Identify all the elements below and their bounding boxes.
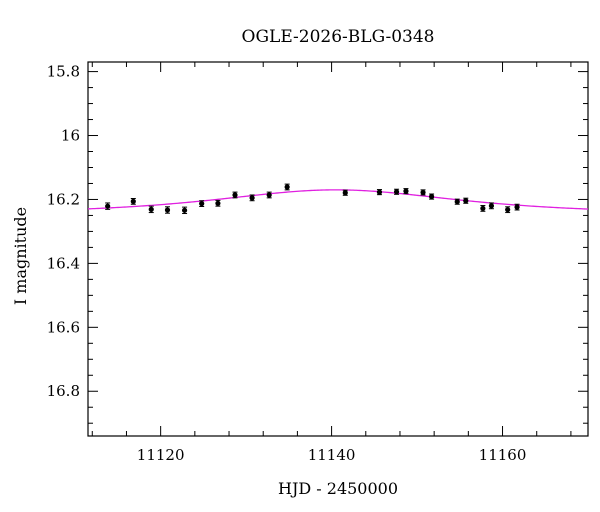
data-marker xyxy=(284,184,290,190)
data-point xyxy=(488,202,495,210)
data-marker xyxy=(232,192,238,198)
y-tick-label: 16.4 xyxy=(47,254,80,272)
data-marker xyxy=(266,192,272,198)
tick-labels: 11120 11140 11160 15.8 16 16.2 16.4 16.6 16.8 xyxy=(47,63,527,464)
data-points xyxy=(105,183,520,215)
data-marker xyxy=(199,201,205,207)
data-marker xyxy=(463,198,469,204)
data-point xyxy=(505,206,511,214)
data-point xyxy=(480,205,486,212)
data-marker xyxy=(428,193,435,200)
data-point xyxy=(266,191,272,199)
data-marker xyxy=(454,199,460,205)
data-point xyxy=(428,193,435,200)
x-tick-label: 11160 xyxy=(479,446,527,464)
data-marker xyxy=(505,207,511,213)
data-point xyxy=(215,199,221,207)
x-tick-label: 11140 xyxy=(308,446,356,464)
data-point xyxy=(148,205,154,214)
data-point xyxy=(164,206,171,214)
data-marker xyxy=(488,203,495,209)
data-point xyxy=(181,206,188,215)
y-tick-label: 16 xyxy=(61,127,80,145)
data-marker xyxy=(164,207,171,213)
data-marker xyxy=(420,189,426,196)
data-point xyxy=(105,202,111,210)
data-point xyxy=(454,198,460,205)
y-tick-label: 15.8 xyxy=(47,63,80,81)
data-point xyxy=(514,203,520,211)
chart-title: OGLE-2026-BLG-0348 xyxy=(242,27,435,47)
plot-frame xyxy=(87,61,589,437)
data-point xyxy=(376,189,383,196)
data-marker xyxy=(249,195,255,201)
data-point xyxy=(463,197,469,204)
y-tick-label: 16.8 xyxy=(47,382,80,400)
y-tick-label: 16.2 xyxy=(47,190,80,208)
data-marker xyxy=(393,189,400,195)
data-marker xyxy=(342,190,348,196)
data-point xyxy=(232,191,238,199)
data-point xyxy=(199,200,205,207)
axis-ticks xyxy=(88,62,588,436)
y-tick-label: 16.6 xyxy=(47,318,80,336)
y-axis-label: I magnitude xyxy=(11,207,30,305)
data-marker xyxy=(403,188,409,194)
x-tick-label: 11120 xyxy=(137,446,185,464)
data-point xyxy=(284,183,290,191)
data-point xyxy=(249,194,255,202)
data-marker xyxy=(130,198,136,204)
model-curve xyxy=(87,189,589,210)
data-marker xyxy=(376,189,383,195)
data-marker xyxy=(148,206,154,212)
data-point xyxy=(130,197,136,205)
data-point xyxy=(420,189,426,196)
data-point xyxy=(403,188,409,195)
x-axis-label: HJD - 2450000 xyxy=(278,479,398,498)
data-marker xyxy=(215,200,221,206)
data-point xyxy=(342,189,348,196)
data-point xyxy=(393,188,400,195)
data-marker xyxy=(181,207,188,213)
data-marker xyxy=(105,203,111,209)
data-marker xyxy=(514,204,520,210)
data-marker xyxy=(480,205,486,212)
